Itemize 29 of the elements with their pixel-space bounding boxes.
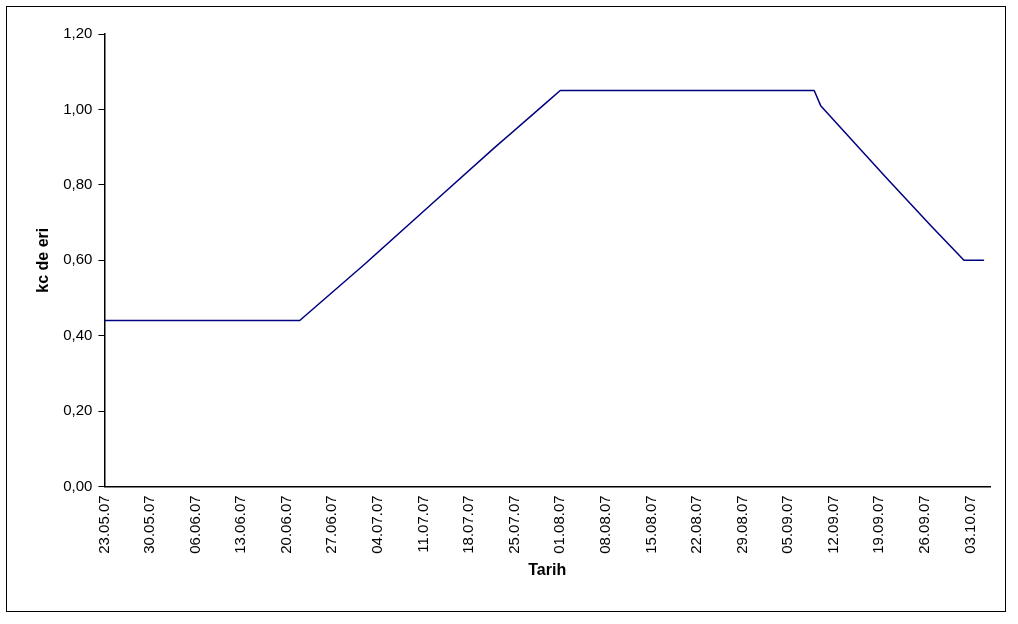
x-tick-label: 29.08.07: [732, 495, 750, 554]
x-axis-title: Tarih: [528, 560, 567, 578]
x-tick-label: 04.07.07: [368, 495, 386, 554]
y-tick-label: 0,20: [63, 401, 93, 419]
x-tick-label: 01.08.07: [550, 495, 568, 554]
x-tick-label: 13.06.07: [231, 495, 249, 554]
x-tick-label: 15.08.07: [641, 495, 659, 554]
y-tick-label: 0,60: [63, 250, 93, 268]
x-tick-label: 30.05.07: [140, 495, 158, 554]
x-tick-label: 06.06.07: [185, 495, 203, 554]
x-tick-label: 03.10.07: [960, 495, 978, 554]
x-tick-label: 11.07.07: [413, 495, 431, 553]
x-tick-label: 19.09.07: [869, 495, 887, 554]
x-tick-label: 26.09.07: [915, 495, 933, 554]
x-tick-label: 20.06.07: [276, 495, 294, 554]
x-tick-label: 27.06.07: [322, 495, 340, 554]
x-tick-label: 08.08.07: [595, 495, 613, 554]
y-tick-label: 0,00: [63, 476, 93, 494]
x-tick-label: 18.07.07: [459, 495, 477, 554]
x-tick-label: 22.08.07: [687, 495, 705, 554]
x-tick-label: 12.09.07: [823, 495, 841, 554]
y-tick-label: 1,20: [63, 24, 93, 42]
x-tick-label: 05.09.07: [778, 495, 796, 554]
y-axis-title: kc de eri: [34, 227, 52, 293]
y-tick-label: 0,80: [63, 174, 93, 192]
y-tick-label: 0,40: [63, 325, 93, 343]
x-tick-label: 23.05.07: [94, 495, 112, 554]
x-tick-label: 25.07.07: [504, 495, 522, 554]
y-tick-label: 1,00: [63, 99, 93, 117]
